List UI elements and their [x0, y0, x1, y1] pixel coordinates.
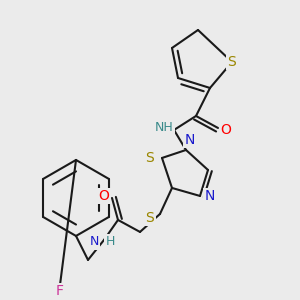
Text: N: N [205, 189, 215, 203]
Text: O: O [99, 189, 110, 203]
Text: H: H [105, 236, 115, 248]
Text: NH: NH [154, 122, 173, 134]
Text: F: F [56, 284, 64, 298]
Text: N: N [89, 236, 99, 248]
Text: S: S [146, 211, 154, 225]
Text: S: S [146, 151, 154, 165]
Text: O: O [220, 123, 231, 137]
Text: S: S [228, 55, 236, 69]
Text: N: N [185, 133, 195, 147]
